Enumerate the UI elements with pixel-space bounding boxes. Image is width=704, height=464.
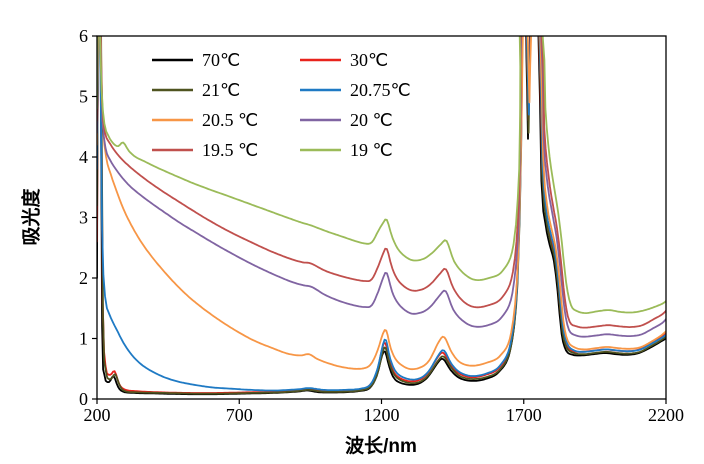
series-group (97, 36, 666, 396)
legend-item: 21℃ (152, 80, 240, 100)
legend-label: 19 ℃ (350, 140, 393, 160)
y-tick-label: 1 (79, 329, 88, 349)
legend-label: 20 ℃ (350, 110, 393, 130)
x-tick-label: 1700 (506, 405, 542, 425)
series-line-20.75C (97, 36, 666, 392)
series-line-19C (97, 36, 666, 314)
y-tick-label: 4 (79, 147, 88, 167)
y-tick-label: 5 (79, 87, 88, 107)
legend-label: 19.5 ℃ (202, 140, 258, 160)
x-tick-label: 700 (226, 405, 253, 425)
legend-item: 20 ℃ (300, 110, 393, 130)
legend-item: 20.75℃ (300, 80, 411, 100)
y-tick-label: 0 (79, 389, 88, 409)
x-axis-title: 波长/nm (345, 436, 417, 457)
series-line-19.5C (97, 36, 666, 329)
x-tick-label: 1200 (364, 405, 400, 425)
legend: 70℃ 30℃ 21℃ 20.75℃ 20.5 ℃ 20 ℃ 19.5 ℃ 19 ℃ (152, 50, 411, 160)
legend-item: 19 ℃ (300, 140, 393, 160)
legend-label: 70℃ (202, 50, 240, 70)
series-line-20C (97, 36, 666, 338)
legend-label: 21℃ (202, 80, 240, 100)
series-line-21C (97, 36, 666, 395)
y-tick-label: 6 (79, 26, 88, 46)
legend-item: 30℃ (300, 50, 388, 70)
y-tick-label: 3 (79, 208, 88, 228)
x-tick-label: 200 (84, 405, 111, 425)
series-line-20.5C (97, 36, 666, 371)
y-tick-label: 2 (79, 268, 88, 288)
legend-label: 20.75℃ (350, 80, 411, 100)
x-tick-label: 2200 (648, 405, 684, 425)
legend-item: 20.5 ℃ (152, 110, 258, 130)
legend-label: 30℃ (350, 50, 388, 70)
legend-item: 19.5 ℃ (152, 140, 258, 160)
legend-label: 20.5 ℃ (202, 110, 258, 130)
y-axis-title: 吸光度 (21, 188, 43, 246)
plot-border (96, 35, 667, 400)
legend-item: 70℃ (152, 50, 240, 70)
